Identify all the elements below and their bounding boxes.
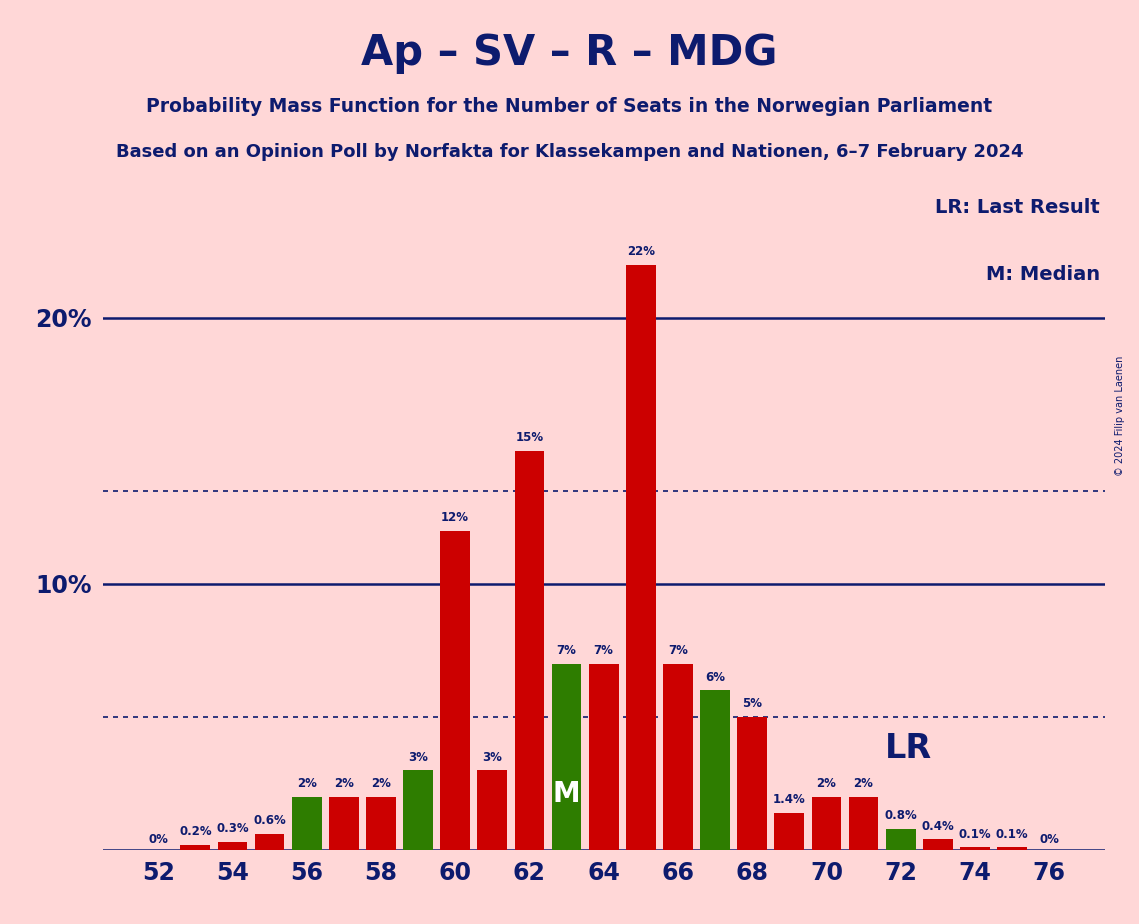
Bar	[960, 847, 990, 850]
Text: LR: LR	[885, 733, 932, 765]
Text: 3%: 3%	[482, 750, 502, 763]
Text: 2%: 2%	[297, 777, 317, 790]
Bar	[255, 834, 285, 850]
Text: 12%: 12%	[441, 511, 469, 524]
Text: Probability Mass Function for the Number of Seats in the Norwegian Parliament: Probability Mass Function for the Number…	[147, 97, 992, 116]
Bar	[403, 771, 433, 850]
Text: 3%: 3%	[408, 750, 428, 763]
Bar	[886, 829, 916, 850]
Bar	[441, 530, 470, 850]
Text: 0%: 0%	[1039, 833, 1059, 846]
Bar	[812, 796, 842, 850]
Text: © 2024 Filip van Laenen: © 2024 Filip van Laenen	[1115, 356, 1124, 476]
Bar	[218, 842, 247, 850]
Text: M: Median: M: Median	[985, 264, 1100, 284]
Text: 7%: 7%	[593, 644, 614, 657]
Bar	[700, 690, 730, 850]
Text: 0.3%: 0.3%	[216, 822, 248, 835]
Text: 7%: 7%	[667, 644, 688, 657]
Bar	[329, 796, 359, 850]
Bar	[997, 847, 1027, 850]
Text: 1.4%: 1.4%	[773, 793, 805, 806]
Text: 15%: 15%	[515, 432, 543, 444]
Bar	[180, 845, 211, 850]
Bar	[923, 839, 952, 850]
Text: Ap – SV – R – MDG: Ap – SV – R – MDG	[361, 32, 778, 74]
Bar	[366, 796, 395, 850]
Text: 2%: 2%	[817, 777, 836, 790]
Text: LR: Last Result: LR: Last Result	[935, 198, 1100, 217]
Bar	[663, 663, 693, 850]
Bar	[515, 451, 544, 850]
Text: 0.6%: 0.6%	[253, 814, 286, 828]
Text: 0.1%: 0.1%	[995, 828, 1029, 841]
Text: 2%: 2%	[334, 777, 354, 790]
Bar	[551, 663, 581, 850]
Bar	[775, 813, 804, 850]
Text: 0%: 0%	[148, 833, 169, 846]
Text: 0.8%: 0.8%	[884, 809, 917, 822]
Text: 2%: 2%	[853, 777, 874, 790]
Bar	[292, 796, 321, 850]
Text: M: M	[552, 780, 581, 808]
Text: 7%: 7%	[557, 644, 576, 657]
Bar	[849, 796, 878, 850]
Text: 6%: 6%	[705, 671, 726, 684]
Text: 0.1%: 0.1%	[959, 828, 991, 841]
Text: 22%: 22%	[626, 245, 655, 258]
Text: 0.4%: 0.4%	[921, 820, 954, 833]
Bar	[626, 264, 656, 850]
Text: Based on an Opinion Poll by Norfakta for Klassekampen and Nationen, 6–7 February: Based on an Opinion Poll by Norfakta for…	[116, 143, 1023, 161]
Bar	[737, 717, 767, 850]
Text: 2%: 2%	[371, 777, 391, 790]
Text: 5%: 5%	[743, 698, 762, 711]
Bar	[589, 663, 618, 850]
Bar	[477, 771, 507, 850]
Text: 0.2%: 0.2%	[179, 825, 212, 838]
